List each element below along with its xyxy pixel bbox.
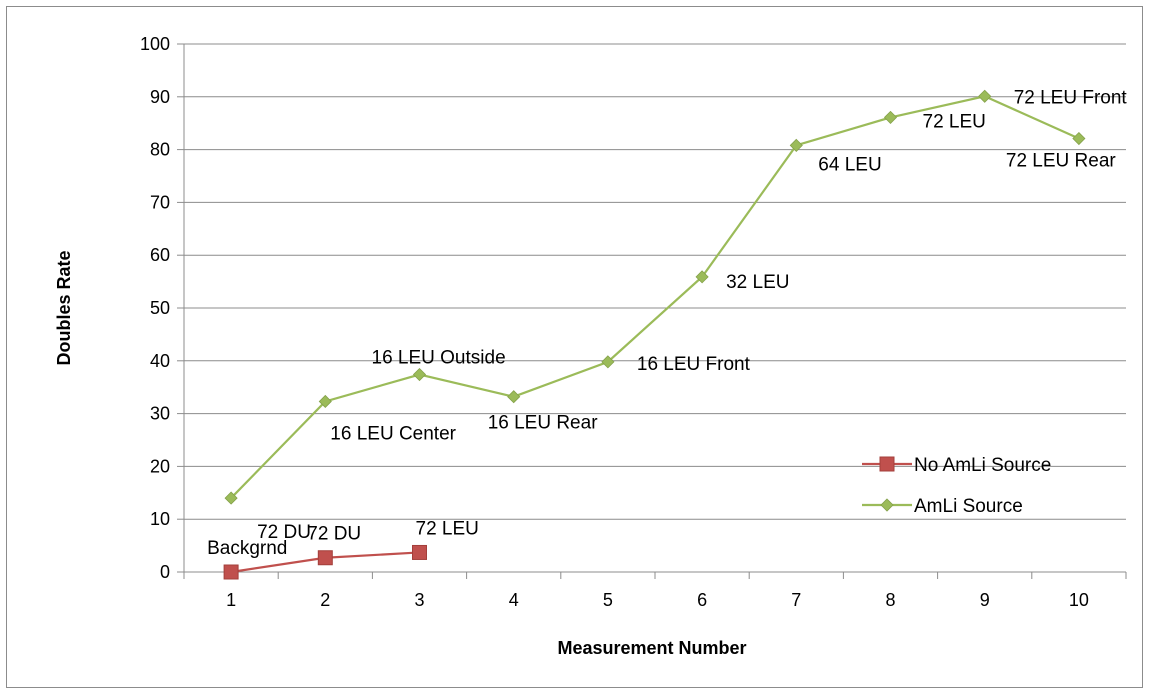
data-label: 72 LEU Front [1014,87,1128,108]
series-no-amli-source [223,544,427,580]
data-label: 72 LEU [923,111,986,132]
y-tick-label: 0 [160,562,170,582]
data-point-amli-source [601,355,615,369]
data-point-amli-source [883,110,898,124]
data-point-amli-source [318,394,332,409]
data-label: 72 LEU Rear [1006,151,1117,172]
legend-marker [879,456,895,472]
y-tick-label: 90 [150,87,170,107]
data-label: 16 LEU Center [330,423,456,444]
x-tick-label: 4 [509,590,519,610]
data-label: 72 LEU [416,518,479,539]
data-label: 72 DU [257,522,311,543]
legend-label: No AmLi Source [914,455,1051,476]
y-tick-label: 20 [150,456,170,476]
data-point-no-amli-source [412,544,427,560]
chart-frame [6,6,1143,688]
data-label: 32 LEU [726,272,789,293]
data-point-amli-source [978,89,992,103]
legend: No AmLi Source AmLi Source [862,455,1051,517]
y-tick-label: 40 [150,351,170,371]
series-amli-source [224,89,1086,505]
data-label: 72 DU [307,524,361,545]
legend-item-no-amli-source: No AmLi Source [862,455,1051,476]
data-label: 16 LEU Outside [372,348,506,369]
series-area [223,89,1086,580]
y-axis-title: Doubles Rate [54,250,74,365]
data-point-amli-source [224,491,238,505]
x-tick-label: 9 [980,590,990,610]
data-point-amli-source [412,367,427,382]
x-tick-label: 7 [791,590,801,610]
x-tick-label: 5 [603,590,613,610]
y-tick-label: 70 [150,192,170,212]
data-label: 16 LEU Rear [488,413,599,434]
data-point-no-amli-source [317,550,333,566]
x-tick-label: 6 [697,590,707,610]
x-tick-label: 2 [320,590,330,610]
gridlines [184,43,1126,520]
axes: 0 10 20 30 40 50 60 70 80 90 100 1 2 3 4 5 6 7 8 9 10 [140,34,1127,610]
y-tick-label: 10 [150,509,170,529]
x-tick-label: 3 [414,590,424,610]
y-tick-label: 60 [150,245,170,265]
data-label: Backgrnd [207,538,287,559]
x-tick-label: 1 [226,590,236,610]
x-axis-title: Measurement Number [557,638,746,658]
data-point-amli-source [789,138,803,152]
data-label: 16 LEU Front [637,354,751,375]
data-point-amli-source [507,390,521,404]
x-tick-label: 8 [885,590,895,610]
data-label: 64 LEU [818,154,881,175]
series-line-amli-source [230,95,1080,499]
y-tick-label: 100 [140,34,170,54]
legend-label: AmLi Source [914,496,1023,517]
y-tick-label: 80 [150,140,170,160]
y-tick-label: 30 [150,404,170,424]
data-point-amli-source [695,270,709,284]
data-point-no-amli-source [223,564,239,580]
y-tick-label: 50 [150,298,170,318]
x-tick-label: 10 [1069,590,1089,610]
data-point-amli-source [1072,131,1086,146]
legend-marker [880,498,894,512]
legend-item-amli-source: AmLi Source [862,496,1023,517]
